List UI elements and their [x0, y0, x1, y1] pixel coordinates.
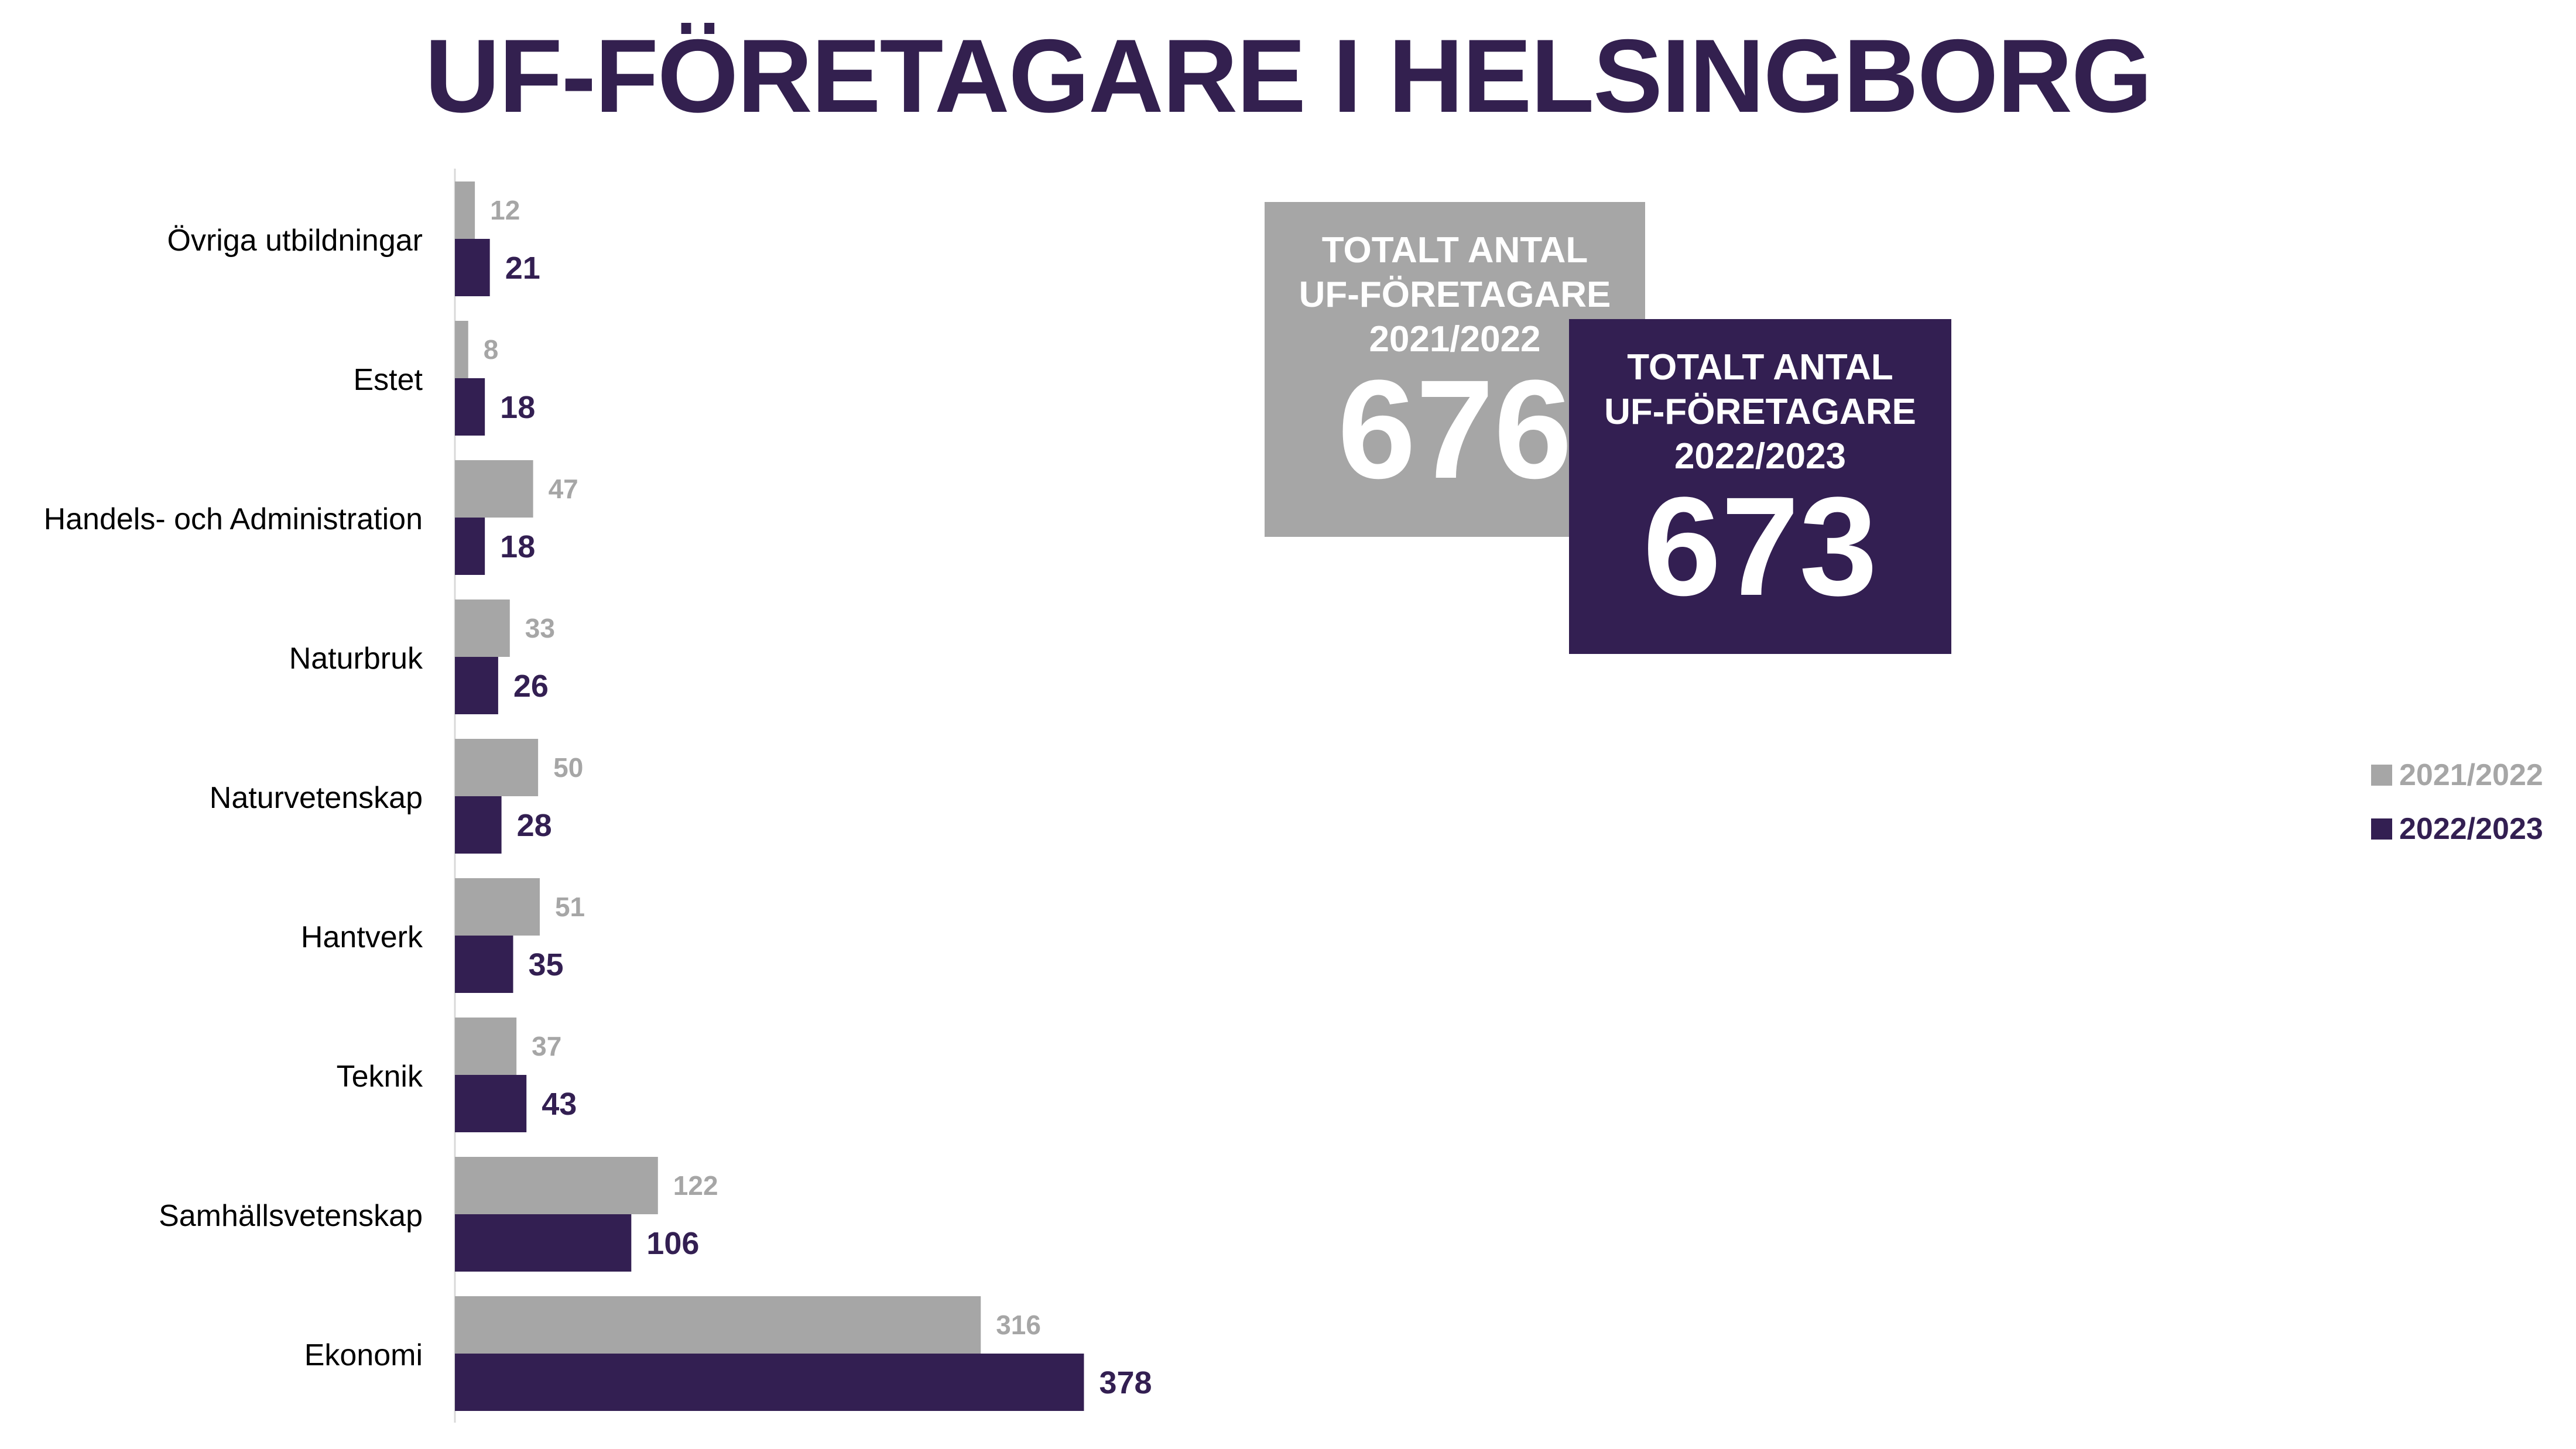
legend: 2021/2022 2022/2023	[2371, 748, 2543, 856]
total-value-2022-2023: 673	[1643, 468, 1878, 625]
data-label-2021-2022: 8	[484, 334, 499, 365]
bar-2022-2023	[455, 1214, 632, 1272]
legend-swatch-2021-2022	[2371, 765, 2392, 786]
bar-2021-2022	[455, 1296, 981, 1354]
data-label-2021-2022: 122	[673, 1170, 718, 1201]
data-label-2021-2022: 12	[490, 195, 520, 225]
data-label-2021-2022: 51	[555, 892, 585, 922]
category-label: Naturbruk	[289, 642, 423, 676]
legend-item-2022-2023: 2022/2023	[2371, 802, 2543, 856]
category-label: Hantverk	[301, 920, 423, 954]
legend-item-2021-2022: 2021/2022	[2371, 748, 2543, 802]
bar-2021-2022	[455, 878, 540, 936]
bar-2022-2023	[455, 518, 485, 575]
data-label-2022-2023: 26	[513, 669, 549, 704]
bar-2021-2022	[455, 739, 539, 796]
bar-2021-2022	[455, 181, 475, 239]
bar-2022-2023	[455, 796, 502, 854]
category-label: Ekonomi	[304, 1338, 423, 1372]
bar-2021-2022	[455, 1157, 658, 1214]
category-label: Naturvetenskap	[210, 781, 423, 815]
data-label-2022-2023: 21	[505, 251, 540, 286]
data-label-2022-2023: 18	[500, 529, 535, 564]
chart-title: UF-FÖRETAGARE I HELSINGBORG	[424, 18, 2153, 134]
legend-label-2022-2023: 2022/2023	[2399, 812, 2543, 846]
category-label: Handels- och Administration	[44, 502, 423, 536]
data-label-2022-2023: 43	[542, 1087, 577, 1122]
category-label: Samhällsvetenskap	[159, 1199, 423, 1233]
category-label: Teknik	[337, 1060, 423, 1094]
legend-swatch-2022-2023	[2371, 818, 2392, 840]
bar-2022-2023	[455, 378, 485, 436]
bar-2022-2023	[455, 657, 498, 714]
total-value-2021-2022: 676	[1337, 351, 1573, 508]
category-label: Estet	[354, 363, 423, 397]
data-label-2021-2022: 316	[996, 1310, 1041, 1340]
bar-2021-2022	[455, 321, 468, 378]
bar-2022-2023	[455, 936, 513, 993]
data-label-2022-2023: 28	[517, 808, 552, 843]
data-label-2021-2022: 50	[553, 752, 583, 783]
data-label-2021-2022: 47	[549, 474, 578, 504]
data-label-2022-2023: 106	[646, 1226, 699, 1261]
data-label-2022-2023: 35	[528, 947, 563, 982]
bar-2021-2022	[455, 460, 533, 518]
data-label-2021-2022: 37	[532, 1031, 561, 1061]
bar-2022-2023	[455, 1075, 527, 1132]
data-label-2021-2022: 33	[525, 613, 555, 643]
category-label: Övriga utbildningar	[167, 224, 423, 258]
legend-label-2021-2022: 2021/2022	[2399, 758, 2543, 792]
total-label-2022-2023: TOTALT ANTAL UF-FÖRETAGARE 2022/2023	[1604, 347, 1916, 477]
data-label-2022-2023: 378	[1099, 1365, 1152, 1400]
bar-2022-2023	[455, 239, 490, 296]
data-label-2022-2023: 18	[500, 390, 535, 425]
total-label-2021-2022: TOTALT ANTAL UF-FÖRETAGARE 2021/2022	[1299, 230, 1611, 359]
bar-2021-2022	[455, 1018, 517, 1075]
total-box-2022-2023: TOTALT ANTAL UF-FÖRETAGARE 2022/2023 673	[1569, 319, 1951, 654]
bar-2022-2023	[455, 1354, 1084, 1411]
bar-2021-2022	[455, 600, 510, 657]
